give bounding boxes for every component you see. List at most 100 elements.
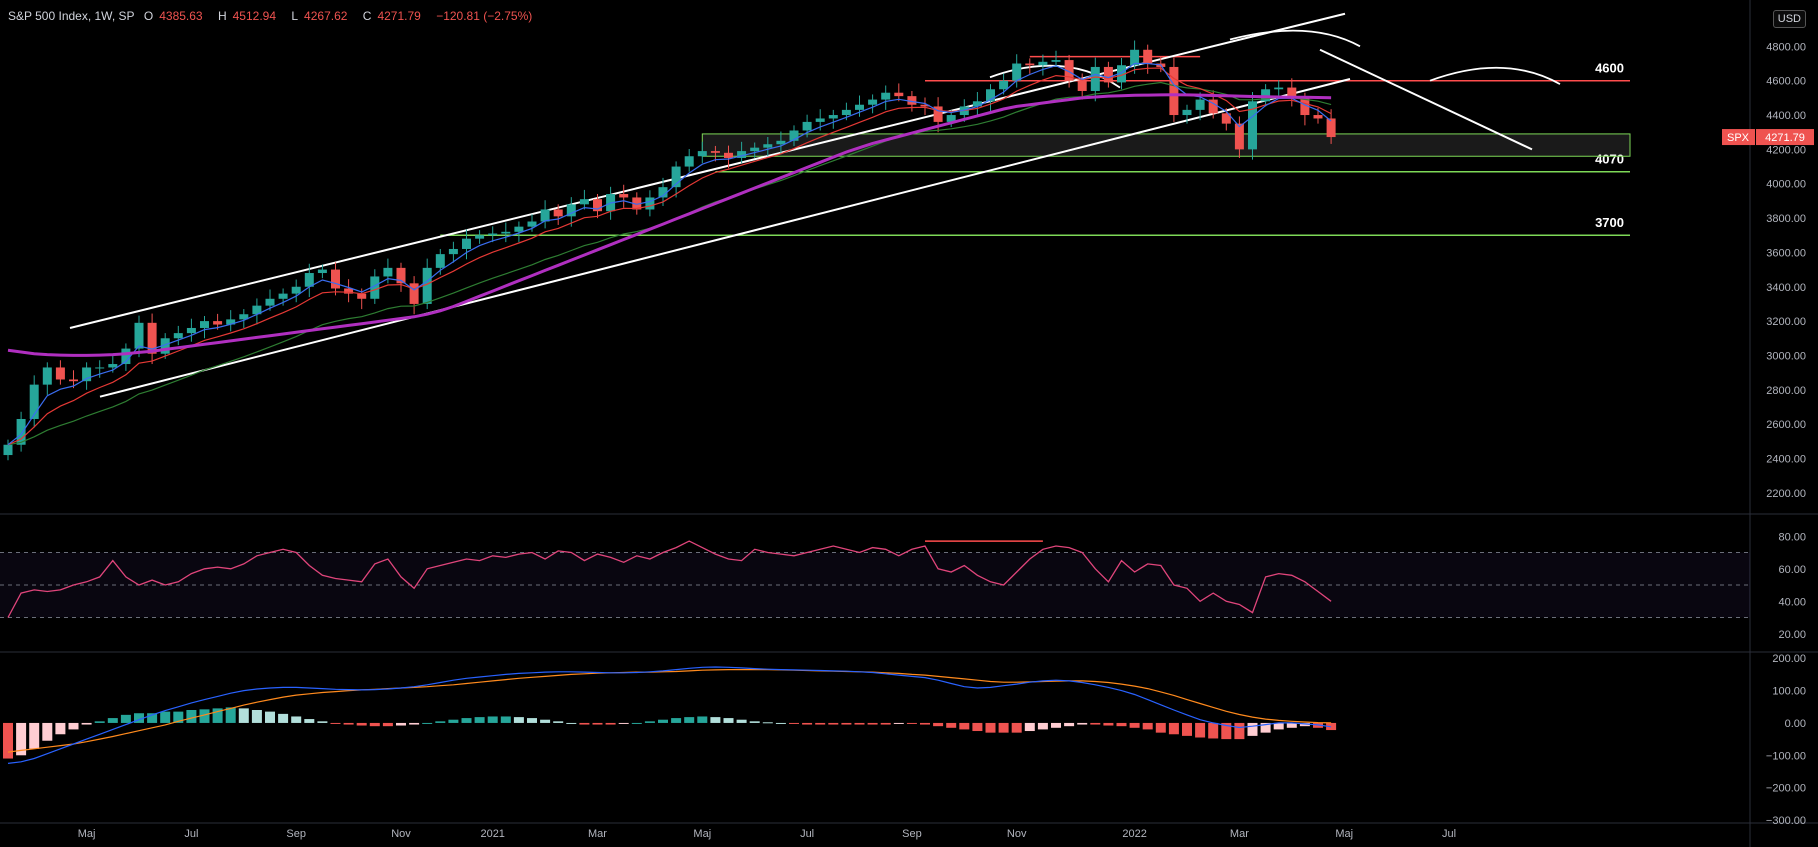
candle-body: [815, 118, 825, 122]
price-axis-tick: 3400.00: [1766, 282, 1806, 294]
macd-histogram-bar: [343, 722, 354, 725]
macd-axis-tick: −100.00: [1766, 750, 1806, 762]
macd-histogram-bar: [42, 722, 53, 741]
candle-body: [239, 314, 249, 320]
symbol-header: S&P 500 Index, 1W, SP O 4385.63 H 4512.94 …: [8, 9, 538, 23]
macd-histogram-bar: [304, 719, 315, 723]
candle-body: [986, 89, 995, 102]
candle-body: [632, 197, 642, 210]
candle-body: [1287, 87, 1297, 98]
macd-histogram-bar: [1299, 722, 1310, 727]
macd-signal-line: [7, 668, 1332, 753]
candle-body: [828, 115, 838, 119]
macd-histogram-bar: [186, 710, 197, 723]
candle-body: [448, 248, 458, 255]
time-axis-tick: Jul: [184, 828, 198, 840]
macd-histogram-bar: [815, 722, 826, 725]
macd-histogram-bar: [396, 722, 406, 726]
candle-body: [1143, 49, 1153, 64]
candle-body: [999, 80, 1009, 90]
candle-body: [841, 109, 851, 116]
candle-body: [514, 226, 524, 232]
candle-body: [1248, 101, 1257, 150]
macd-histogram-bar: [985, 722, 996, 733]
time-axis-tick: Nov: [391, 828, 411, 840]
macd-histogram-bar: [251, 710, 262, 723]
candle-body: [475, 235, 485, 239]
currency-button[interactable]: USD: [1772, 10, 1806, 28]
price-axis-tick: 4400.00: [1766, 110, 1806, 122]
candle-body: [579, 199, 589, 205]
candle-body: [422, 267, 432, 304]
macd-histogram-bar: [1195, 722, 1206, 738]
macd-histogram-bar: [566, 722, 577, 724]
macd-histogram-bar: [618, 722, 629, 724]
price-tag-value-bg: [1756, 129, 1814, 146]
close-value: 4271.79: [377, 9, 421, 23]
candle-body: [1326, 118, 1336, 138]
macd-histogram-bar: [959, 722, 970, 730]
candle-body: [789, 130, 799, 141]
macd-histogram-bar: [3, 722, 13, 759]
macd-histogram-bar: [880, 722, 891, 725]
rsi-axis-tick: 20.00: [1778, 629, 1806, 641]
macd-histogram-bar: [134, 713, 144, 723]
time-axis-tick: Maj: [1335, 828, 1353, 840]
price-axis-tick: 3800.00: [1766, 213, 1806, 225]
symbol-name[interactable]: S&P 500 Index, 1W, SP: [8, 9, 135, 23]
candle-body: [540, 209, 550, 222]
macd-histogram-bar: [697, 716, 708, 723]
time-axis-tick: 2022: [1122, 828, 1146, 840]
candle-body: [645, 197, 655, 210]
rsi-line: [7, 540, 1332, 618]
macd-histogram-bar: [147, 713, 158, 723]
price-axis-tick: 2400.00: [1766, 453, 1806, 465]
price-tag-value: 4271.79: [1765, 132, 1805, 144]
candle-body: [1117, 65, 1126, 83]
price-tag-symbol-bg: [1722, 129, 1755, 146]
price-axis-tick: 4800.00: [1766, 41, 1806, 53]
macd-axis-tick: 0.00: [1785, 718, 1806, 730]
macd-histogram-bar: [723, 718, 734, 723]
macd-histogram-bar: [710, 717, 721, 723]
candle-body: [1195, 99, 1205, 110]
price-axis-tick: 4000.00: [1766, 179, 1806, 191]
candle-body: [566, 204, 576, 217]
macd-histogram-bar: [592, 722, 603, 725]
candle-body: [1234, 123, 1244, 150]
high-label: H: [217, 9, 227, 23]
macd-line: [7, 666, 1332, 764]
candle-body: [920, 104, 930, 107]
candle-body: [16, 418, 26, 445]
candle-body: [1103, 66, 1113, 83]
time-axis-tick: Mar: [588, 828, 607, 840]
candle-body: [160, 338, 170, 354]
time-axis-tick: Maj: [78, 828, 96, 840]
macd-histogram-bar: [448, 719, 459, 723]
candle-body: [304, 273, 314, 287]
price-axis-tick: 4600.00: [1766, 76, 1806, 88]
shoulder-right-arc: [1429, 66, 1561, 85]
macd-histogram-bar: [906, 722, 917, 724]
candle-body: [1221, 113, 1231, 124]
macd-histogram-bar: [1221, 722, 1232, 740]
candle-body: [344, 288, 354, 294]
price-tag-symbol: SPX: [1727, 132, 1750, 144]
candle-body: [3, 444, 13, 456]
candle-body: [435, 254, 445, 268]
candle-body: [658, 187, 668, 198]
sma-purple-line: [7, 93, 1332, 357]
macd-histogram-bar: [238, 708, 249, 723]
macd-histogram-bar: [1286, 722, 1297, 728]
time-axis-tick: Mar: [1230, 828, 1249, 840]
macd-histogram-bar: [1168, 722, 1179, 735]
macd-histogram-bar: [527, 718, 537, 723]
candle-body: [501, 231, 511, 234]
low-value: 4267.62: [304, 9, 348, 23]
price-axis-tick: 2600.00: [1766, 419, 1806, 431]
candle-body: [868, 99, 878, 105]
macd-histogram-bar: [920, 722, 930, 725]
candle-body: [1025, 63, 1035, 66]
candle-body: [69, 379, 78, 382]
